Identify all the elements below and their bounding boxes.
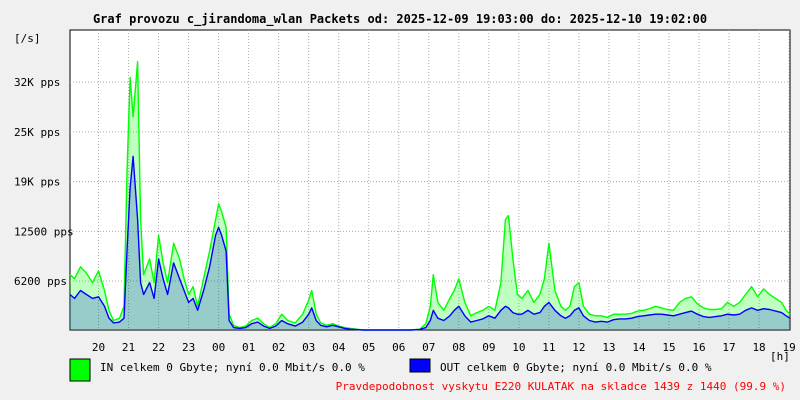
grid-lines: [70, 30, 790, 330]
x-tick-labels: 20 21 22 23 00 01 02 03 04 05 06 07 08 09 10 11 12 13 14 15…: [92, 341, 796, 354]
series-area-0: [70, 61, 790, 330]
x-tick-label: 08: [452, 341, 465, 354]
series-line-1: [69, 155, 791, 331]
x-tick-label: 23: [182, 341, 195, 354]
x-tick-label: 16: [692, 341, 705, 354]
y-tick-label: 32K pps: [14, 76, 60, 89]
x-axis-unit: [h]: [770, 350, 790, 363]
legend-swatch-in: [69, 358, 91, 382]
x-tick-label: 17: [722, 341, 735, 354]
x-tick-label: 12: [572, 341, 585, 354]
legend: IN celkem 0 Gbyte; nyní 0.0 Mbit/s 0.0 %…: [69, 358, 712, 382]
x-tick-label: 13: [602, 341, 615, 354]
y-tick-labels: 6200 pps 12500 pps 19K pps 25K pps 32K pps: [14, 76, 74, 288]
x-tick-label: 11: [542, 341, 555, 354]
legend-swatch-out: [409, 358, 431, 373]
y-tick-label: 25K pps: [14, 126, 60, 139]
x-tick-label: 22: [152, 341, 165, 354]
x-tick-label: 18: [752, 341, 765, 354]
x-tick-label: 20: [92, 341, 105, 354]
y-axis-unit: [/s]: [14, 32, 41, 45]
x-tick-label: 14: [632, 341, 646, 354]
x-tick-label: 05: [362, 341, 375, 354]
series-area-1: [70, 156, 790, 330]
plot-area: [69, 29, 791, 331]
x-tick-label: 04: [332, 341, 346, 354]
x-tick-label: 02: [272, 341, 285, 354]
y-tick-label: 19K pps: [14, 176, 60, 189]
footer-note: Pravdepodobnost vyskytu E220 KULATAK na …: [336, 380, 786, 393]
x-tick-label: 00: [212, 341, 225, 354]
series-group: [69, 60, 791, 331]
x-tick-label: 10: [512, 341, 525, 354]
x-tick-label: 15: [662, 341, 675, 354]
legend-text-in: IN celkem 0 Gbyte; nyní 0.0 Mbit/s 0.0 %: [100, 361, 365, 374]
x-tick-label: 07: [422, 341, 435, 354]
series-line-0: [69, 60, 791, 331]
x-tick-label: 01: [242, 341, 255, 354]
x-tick-label: 19: [782, 341, 795, 354]
x-tick-label: 21: [122, 341, 135, 354]
x-tick-label: 03: [302, 341, 315, 354]
x-tick-label: 06: [392, 341, 405, 354]
y-tick-label: 12500 pps: [14, 225, 74, 238]
legend-text-out: OUT celkem 0 Gbyte; nyní 0.0 Mbit/s 0.0 …: [440, 361, 712, 374]
y-tick-label: 6200 pps: [14, 275, 67, 288]
x-tick-label: 09: [482, 341, 495, 354]
chart-title: Graf provozu c_jirandoma_wlan Packets od…: [93, 12, 707, 27]
